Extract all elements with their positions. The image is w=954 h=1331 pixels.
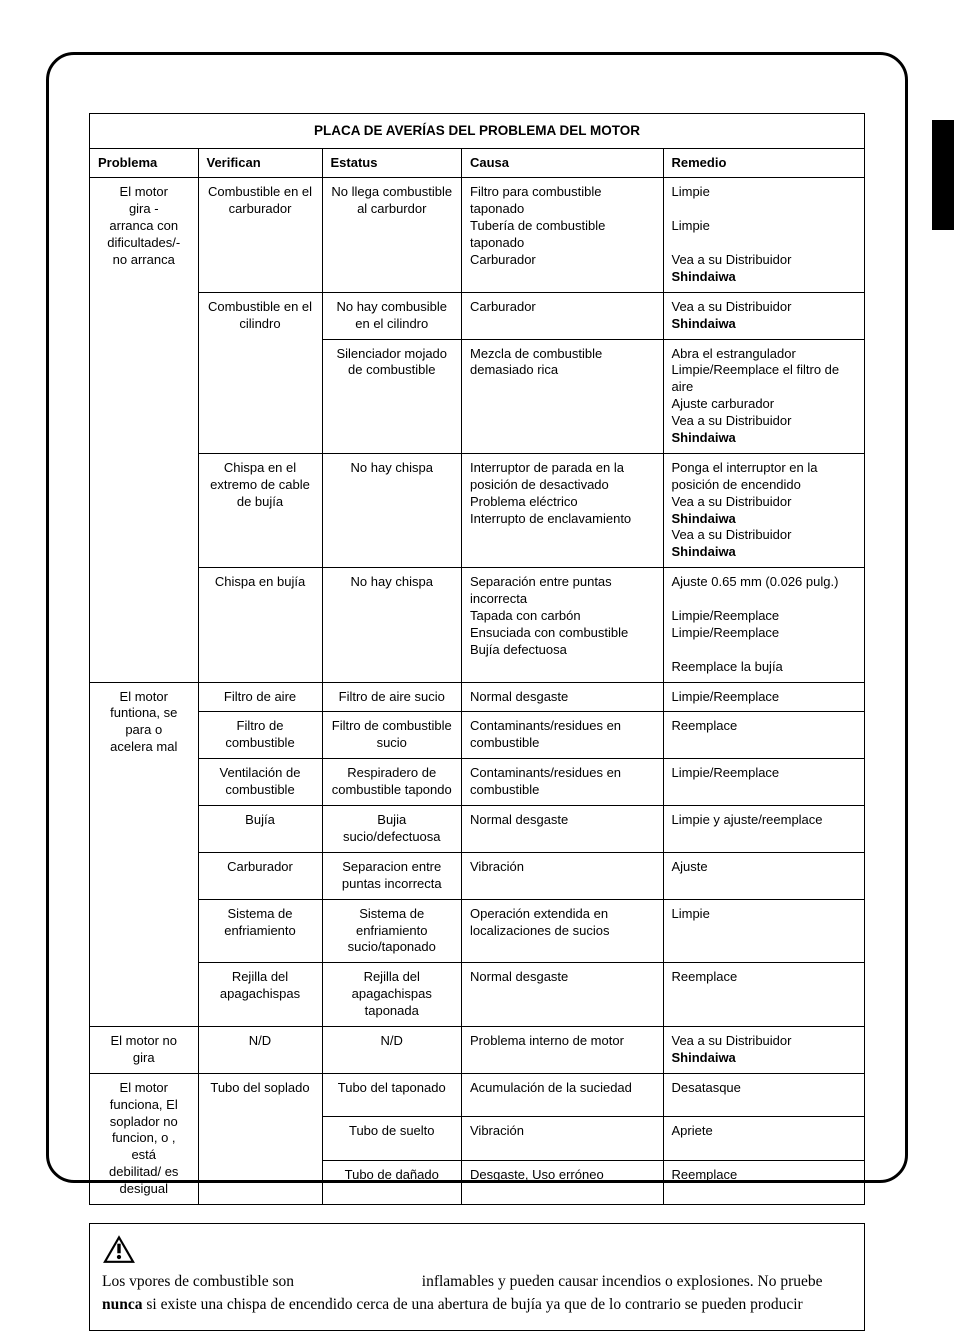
cell: Vea a su Distribuidor Shindaiwa [663, 1026, 865, 1073]
cell: Desatasque [663, 1073, 865, 1117]
col-header: Verifican [198, 148, 322, 178]
cell: N/D [198, 1026, 322, 1073]
cell: Chispa en bujía [198, 568, 322, 682]
warning-box: Los vpores de combustible son inflamable… [89, 1223, 865, 1331]
cell: Tubo de dañado [322, 1161, 462, 1205]
cell: Sistema de enfriamiento sucio/taponado [322, 899, 462, 963]
cell: Sistema de enfriamiento [198, 899, 322, 963]
cell: Acumulación de la suciedad [462, 1073, 664, 1117]
table-row: Sistema de enfriamientoSistema de enfria… [90, 899, 865, 963]
page: PLACA DE AVERÍAS DEL PROBLEMA DEL MOTOR … [0, 0, 954, 1235]
col-header: Remedio [663, 148, 865, 178]
cell: Limpie [663, 899, 865, 963]
warning-icon [102, 1234, 136, 1271]
cell: No hay chispa [322, 453, 462, 567]
page-frame: PLACA DE AVERÍAS DEL PROBLEMA DEL MOTOR … [46, 52, 908, 1183]
table-title: PLACA DE AVERÍAS DEL PROBLEMA DEL MOTOR [90, 114, 865, 149]
cell: Bujía [198, 806, 322, 853]
cell: Rejilla del apagachispas [198, 963, 322, 1027]
cell: Separacion entre puntas incorrecta [322, 852, 462, 899]
cell: Reemplace [663, 712, 865, 759]
table-row: Combustible en el cilindroNo hay combusi… [90, 292, 865, 339]
cell: Tubo del taponado [322, 1073, 462, 1117]
table-row: Ventilación de combustibleRespiradero de… [90, 759, 865, 806]
table-row: Chispa en el extremo de cable de bujíaNo… [90, 453, 865, 567]
table-row: El motor no giraN/DN/DProblema interno d… [90, 1026, 865, 1073]
cell: Rejilla del apagachispas taponada [322, 963, 462, 1027]
cell: Limpie/Reemplace [663, 759, 865, 806]
cell: Combustible en el cilindro [198, 292, 322, 453]
cell: Separación entre puntas incorrectaTapada… [462, 568, 664, 682]
cell: Reemplace [663, 963, 865, 1027]
table-row: El motorgira -arranca condificultades/-n… [90, 178, 865, 292]
cell: Filtro de aire sucio [322, 682, 462, 712]
cell: Normal desgaste [462, 806, 664, 853]
cell: El motorfuntiona, separa oacelera mal [90, 682, 199, 1026]
cell: Limpie y ajuste/reemplace [663, 806, 865, 853]
cell: Normal desgaste [462, 963, 664, 1027]
cell: Bujia sucio/defectuosa [322, 806, 462, 853]
warning-text-2: si existe una chispa de encendido cerca … [143, 1296, 803, 1313]
warning-bold: nunca [102, 1296, 143, 1313]
table-row: CarburadorSeparacion entre puntas incorr… [90, 852, 865, 899]
cell: No hay combusible en el cilindro [322, 292, 462, 339]
cell: Reemplace [663, 1161, 865, 1205]
cell: Filtro de aire [198, 682, 322, 712]
cell: Carburador [462, 292, 664, 339]
col-header: Estatus [322, 148, 462, 178]
cell: Chispa en el extremo de cable de bujía [198, 453, 322, 567]
cell: No llega combustible al carburdor [322, 178, 462, 292]
cell: N/D [322, 1026, 462, 1073]
cell: Problema interno de motor [462, 1026, 664, 1073]
cell: Tubo de suelto [322, 1117, 462, 1161]
thumb-tab [932, 120, 954, 230]
cell: LimpieLimpieVea a su Distribuidor Shinda… [663, 178, 865, 292]
table-row: El motorfunciona, Elsoplador nofuncion, … [90, 1073, 865, 1117]
cell: Mezcla de combustible demasiado rica [462, 339, 664, 453]
cell: Filtro de combustible [198, 712, 322, 759]
cell: Combustible en el carburador [198, 178, 322, 292]
cell: Contaminants/residues en combustible [462, 712, 664, 759]
cell: Carburador [198, 852, 322, 899]
troubleshooting-table: PLACA DE AVERÍAS DEL PROBLEMA DEL MOTOR … [89, 113, 865, 1205]
warning-text-1a: Los vpores de combustible son [102, 1273, 294, 1290]
cell: No hay chispa [322, 568, 462, 682]
cell: Contaminants/residues en combustible [462, 759, 664, 806]
cell: El motorgira -arranca condificultades/-n… [90, 178, 199, 682]
table-row: Filtro de combustibleFiltro de combustib… [90, 712, 865, 759]
cell: El motorfunciona, Elsoplador nofuncion, … [90, 1073, 199, 1204]
cell: Limpie/Reemplace [663, 682, 865, 712]
cell: Filtro para combustible taponadoTubería … [462, 178, 664, 292]
warning-text-1b: inflamables y pueden causar incendios o … [422, 1273, 823, 1290]
cell: Interruptor de parada en la posición de … [462, 453, 664, 567]
cell: Ponga el interruptor en la posición de e… [663, 453, 865, 567]
table-row: BujíaBujia sucio/defectuosaNormal desgas… [90, 806, 865, 853]
table-row: Chispa en bujíaNo hay chispaSeparación e… [90, 568, 865, 682]
cell: Vibración [462, 1117, 664, 1161]
table-row: Rejilla del apagachispasRejilla del apag… [90, 963, 865, 1027]
cell: Silenciador mojado de combustible [322, 339, 462, 453]
cell: Abra el estranguladorLimpie/Reemplace el… [663, 339, 865, 453]
cell: Respiradero de combustible tapondo [322, 759, 462, 806]
cell: Filtro de combustible sucio [322, 712, 462, 759]
cell: Vea a su Distribuidor Shindaiwa [663, 292, 865, 339]
cell: Normal desgaste [462, 682, 664, 712]
col-header: Problema [90, 148, 199, 178]
cell: Ventilación de combustible [198, 759, 322, 806]
cell: Tubo del soplado [198, 1073, 322, 1204]
table-row: El motorfuntiona, separa oacelera malFil… [90, 682, 865, 712]
cell: Ajuste [663, 852, 865, 899]
cell: El motor no gira [90, 1026, 199, 1073]
col-header: Causa [462, 148, 664, 178]
cell: Operación extendida en localizaciones de… [462, 899, 664, 963]
cell: Apriete [663, 1117, 865, 1161]
cell: Vibración [462, 852, 664, 899]
cell: Desgaste, Uso erróneo [462, 1161, 664, 1205]
cell: Ajuste 0.65 mm (0.026 pulg.)Limpie/Reemp… [663, 568, 865, 682]
